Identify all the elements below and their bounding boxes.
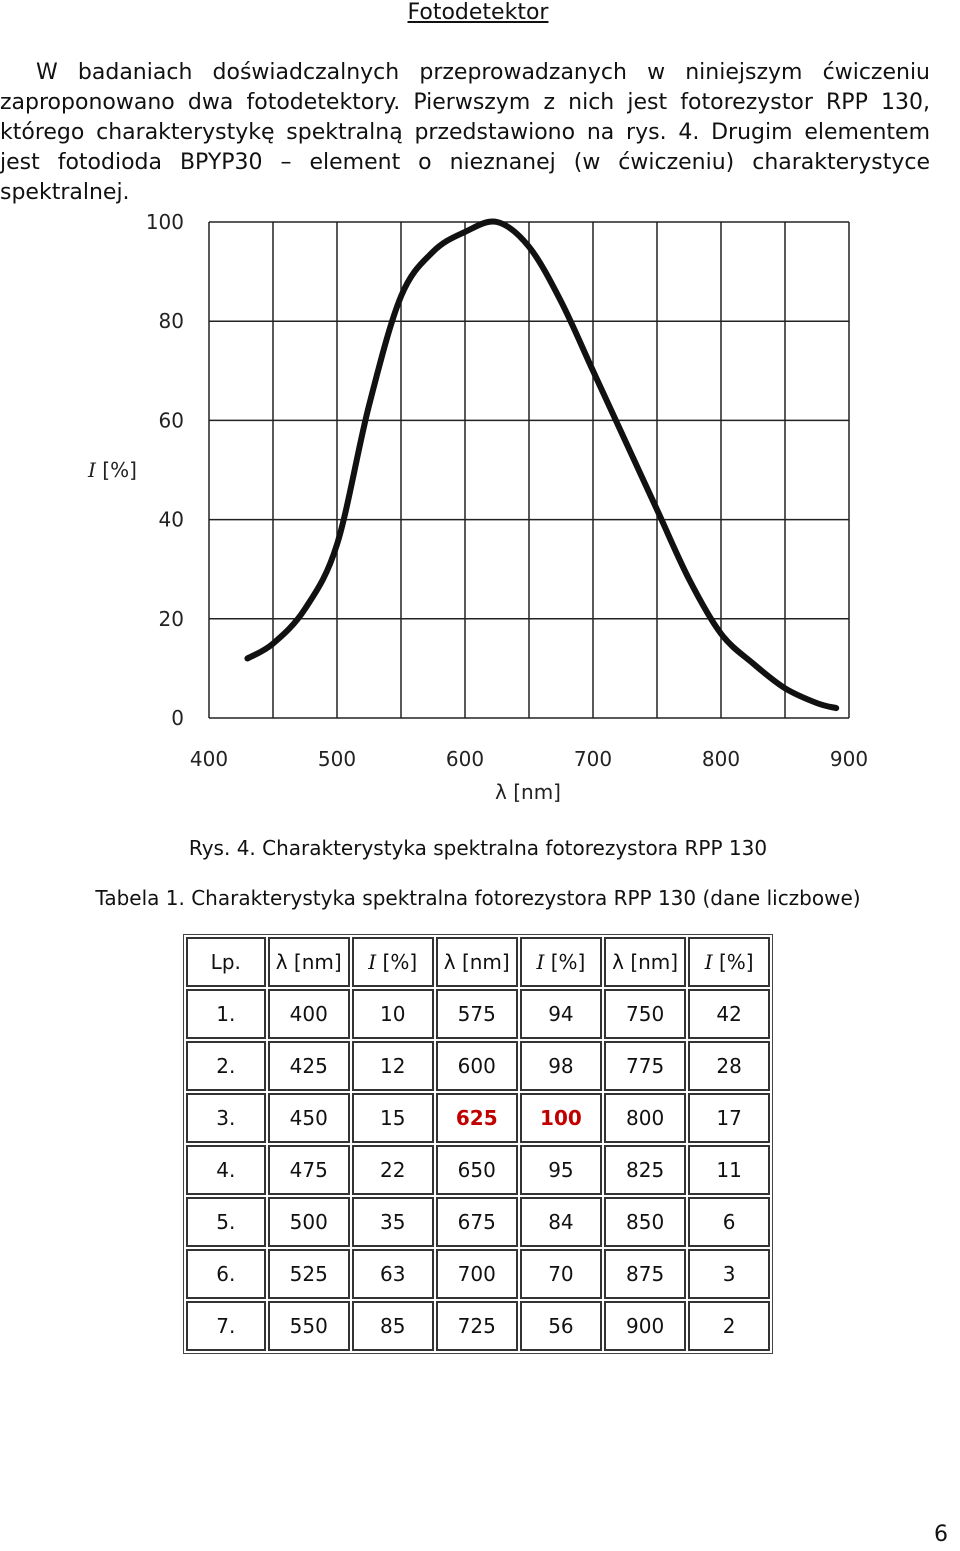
- table-row: 6. 525 63 700 70 875 3: [186, 1249, 770, 1299]
- table-cell: 800: [603, 1093, 687, 1143]
- table-cell: 2.: [186, 1041, 266, 1091]
- table-cell: 100: [519, 1093, 602, 1143]
- y-tick-label: 0: [171, 706, 184, 730]
- table-cell: 850: [603, 1197, 687, 1247]
- y-tick-label: 100: [146, 210, 184, 234]
- table-cell: 10: [351, 989, 434, 1039]
- table-cell: 5.: [186, 1197, 266, 1247]
- table-cell: 450: [267, 1093, 350, 1143]
- table-cell: 750: [603, 989, 687, 1039]
- x-tick-label: 600: [446, 747, 484, 771]
- table-cell: 700: [435, 1249, 518, 1299]
- table-cell: 600: [435, 1041, 518, 1091]
- x-tick-label: 800: [702, 747, 740, 771]
- table-caption: Tabela 1. Charakterystyka spektralna fot…: [95, 886, 861, 910]
- header-lambda: λ [nm]: [435, 937, 518, 987]
- y-tick-label: 80: [159, 309, 184, 333]
- table-cell: 900: [603, 1301, 687, 1351]
- table-cell: 7.: [186, 1301, 266, 1351]
- table-cell: 3: [688, 1249, 770, 1299]
- table-cell: 42: [688, 989, 770, 1039]
- table-cell: 84: [519, 1197, 602, 1247]
- table-cell: 400: [267, 989, 350, 1039]
- table-cell: 825: [603, 1145, 687, 1195]
- spectral-data-table: Lp. λ [nm] I [%] λ [nm] I [%] λ [nm] I […: [183, 934, 773, 1354]
- table-cell: 56: [519, 1301, 602, 1351]
- table-cell: 525: [267, 1249, 350, 1299]
- table-row: 1. 400 10 575 94 750 42: [186, 989, 770, 1039]
- table-cell: 6.: [186, 1249, 266, 1299]
- x-tick-label: 900: [830, 747, 868, 771]
- table-cell: 875: [603, 1249, 687, 1299]
- table-cell: 625: [435, 1093, 518, 1143]
- table-cell: 17: [688, 1093, 770, 1143]
- table-cell: 95: [519, 1145, 602, 1195]
- chart-grid: [208, 221, 850, 719]
- table-header-row: Lp. λ [nm] I [%] λ [nm] I [%] λ [nm] I […: [186, 937, 770, 987]
- table-cell: 425: [267, 1041, 350, 1091]
- table-cell: 98: [519, 1041, 602, 1091]
- figure-caption: Rys. 4. Charakterystyka spektralna fotor…: [188, 836, 768, 860]
- table-cell: 3.: [186, 1093, 266, 1143]
- table-cell: 725: [435, 1301, 518, 1351]
- table-cell: 6: [688, 1197, 770, 1247]
- table-cell: 775: [603, 1041, 687, 1091]
- intro-paragraph: W badaniach doświadczalnych przeprowadza…: [0, 58, 930, 208]
- table-row: 4. 475 22 650 95 825 11: [186, 1145, 770, 1195]
- page-title: Fotodetektor: [407, 0, 549, 25]
- table-cell: 12: [351, 1041, 434, 1091]
- y-tick-label: 40: [159, 508, 184, 532]
- table-row: 5. 500 35 675 84 850 6: [186, 1197, 770, 1247]
- y-tick-label: 20: [159, 607, 184, 631]
- header-lambda: λ [nm]: [267, 937, 350, 987]
- y-tick-label: 60: [159, 408, 184, 432]
- table-cell: 575: [435, 989, 518, 1039]
- header-lambda: λ [nm]: [603, 937, 687, 987]
- table-row: 3. 450 15 625 100 800 17: [186, 1093, 770, 1143]
- table-cell: 94: [519, 989, 602, 1039]
- table-cell: 500: [267, 1197, 350, 1247]
- table-cell: 4.: [186, 1145, 266, 1195]
- x-axis-label: λ [nm]: [495, 780, 561, 804]
- table-cell: 550: [267, 1301, 350, 1351]
- header-lp: Lp.: [186, 937, 266, 987]
- table-cell: 11: [688, 1145, 770, 1195]
- page-number: 6: [934, 1522, 948, 1547]
- y-axis-label: I [%]: [87, 458, 137, 482]
- table-cell: 1.: [186, 989, 266, 1039]
- table-cell: 650: [435, 1145, 518, 1195]
- table-cell: 63: [351, 1249, 434, 1299]
- table-row: 2. 425 12 600 98 775 28: [186, 1041, 770, 1091]
- intro-text: W badaniach doświadczalnych przeprowadza…: [0, 60, 930, 205]
- table-cell: 35: [351, 1197, 434, 1247]
- table-cell: 15: [351, 1093, 434, 1143]
- spectral-curve: [244, 218, 840, 712]
- table-cell: 2: [688, 1301, 770, 1351]
- table-row: 7. 550 85 725 56 900 2: [186, 1301, 770, 1351]
- table-cell: 22: [351, 1145, 434, 1195]
- x-tick-label: 500: [318, 747, 356, 771]
- table-cell: 675: [435, 1197, 518, 1247]
- header-intensity: I [%]: [351, 937, 434, 987]
- table-body: 1. 400 10 575 94 750 42 2. 425 12 600 98 775 28 3. 450 1…: [186, 989, 770, 1351]
- table-cell: 85: [351, 1301, 434, 1351]
- table-cell: 28: [688, 1041, 770, 1091]
- table-cell: 70: [519, 1249, 602, 1299]
- header-intensity: I [%]: [688, 937, 770, 987]
- header-intensity: I [%]: [519, 937, 602, 987]
- x-tick-label: 400: [190, 747, 228, 771]
- x-tick-label: 700: [574, 747, 612, 771]
- table-cell: 475: [267, 1145, 350, 1195]
